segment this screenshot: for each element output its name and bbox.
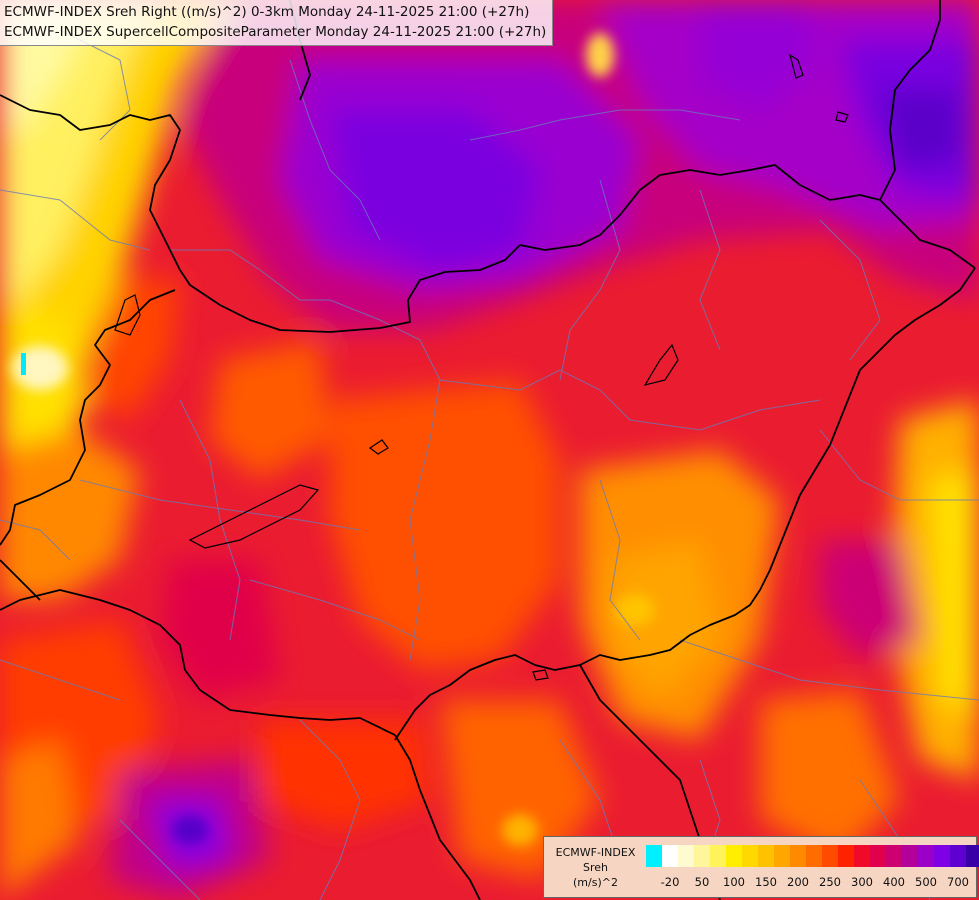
legend-ticks: -20 50 100 150 200 250 300 400 500 700 <box>646 875 970 891</box>
legend-tick-label: 400 <box>883 875 905 889</box>
legend-tick-label: 150 <box>755 875 777 889</box>
legend-swatch <box>870 845 886 867</box>
legend-label-line: ECMWF-INDEX <box>555 846 636 859</box>
legend-swatch <box>838 845 854 867</box>
legend-swatch <box>886 845 902 867</box>
legend-label: ECMWF-INDEX Sreh (m/s)^2 <box>548 845 643 890</box>
legend-swatch <box>710 845 726 867</box>
legend-swatch <box>854 845 870 867</box>
legend-swatch <box>790 845 806 867</box>
legend-swatch <box>662 845 678 867</box>
legend-swatch <box>742 845 758 867</box>
legend-swatches <box>646 845 979 867</box>
color-legend: ECMWF-INDEX Sreh (m/s)^2 -20 50 100 150 200 2… <box>543 836 979 898</box>
legend-tick-label: 250 <box>819 875 841 889</box>
legend-tick-label: 700 <box>947 875 969 889</box>
title-line-1: ECMWF-INDEX Sreh Right ((m/s)^2) 0-3km M… <box>4 4 530 20</box>
legend-swatch <box>934 845 950 867</box>
legend-label-line: Sreh <box>582 861 608 874</box>
legend-tick-label: 100 <box>723 875 745 889</box>
legend-swatch <box>918 845 934 867</box>
legend-swatch <box>902 845 918 867</box>
legend-tick-label: 50 <box>694 875 710 889</box>
legend-swatch <box>950 845 966 867</box>
legend-label-line: (m/s)^2 <box>573 876 618 889</box>
legend-swatch <box>822 845 838 867</box>
legend-tick-label: 300 <box>851 875 873 889</box>
title-line-2: ECMWF-INDEX SupercellCompositeParameter … <box>4 24 547 40</box>
supercell-marker <box>21 353 26 375</box>
map-title: ECMWF-INDEX Sreh Right ((m/s)^2) 0-3km M… <box>0 0 554 46</box>
legend-swatch <box>646 845 662 867</box>
lakes <box>114 53 849 681</box>
legend-swatch <box>806 845 822 867</box>
legend-tick-label: 200 <box>787 875 809 889</box>
legend-swatch <box>966 845 979 867</box>
sreh-spots <box>12 33 655 846</box>
legend-tick-label: -20 <box>660 875 680 889</box>
legend-swatch <box>678 845 694 867</box>
legend-swatch <box>758 845 774 867</box>
legend-tick-label: 500 <box>915 875 937 889</box>
legend-swatch <box>774 845 790 867</box>
legend-swatch <box>694 845 710 867</box>
legend-swatch <box>726 845 742 867</box>
